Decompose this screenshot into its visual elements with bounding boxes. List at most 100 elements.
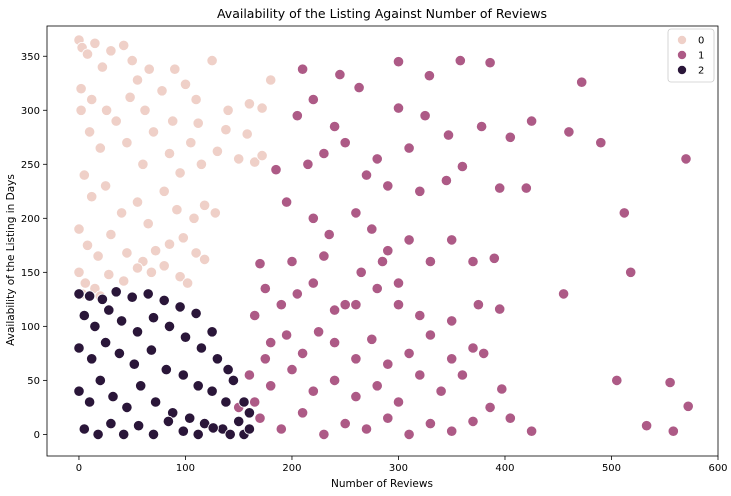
- point-cluster-1: [488, 252, 500, 264]
- x-tick-label: 600: [708, 463, 727, 474]
- point-cluster-1: [403, 428, 415, 440]
- point-cluster-2: [195, 342, 207, 354]
- point-cluster-2: [192, 380, 204, 392]
- point-cluster-2: [84, 396, 96, 408]
- point-cluster-2: [89, 320, 101, 332]
- point-cluster-2: [105, 417, 117, 430]
- point-cluster-0: [171, 204, 183, 216]
- point-cluster-1: [243, 369, 255, 381]
- point-cluster-0: [163, 238, 176, 250]
- point-cluster-1: [350, 390, 362, 403]
- point-cluster-1: [270, 164, 282, 176]
- point-cluster-1: [371, 153, 383, 165]
- point-cluster-0: [105, 45, 117, 57]
- x-tick-label: 300: [389, 463, 408, 474]
- point-cluster-0: [206, 54, 218, 67]
- point-cluster-1: [414, 369, 426, 381]
- point-cluster-2: [150, 396, 162, 408]
- point-cluster-1: [392, 299, 405, 311]
- point-cluster-1: [442, 129, 455, 141]
- point-cluster-0: [209, 207, 221, 219]
- point-cluster-2: [162, 415, 174, 427]
- point-cluster-0: [73, 266, 85, 278]
- point-cluster-1: [595, 137, 607, 149]
- point-cluster-1: [392, 102, 405, 114]
- point-cluster-1: [307, 385, 319, 397]
- point-cluster-0: [241, 128, 253, 140]
- point-cluster-1: [467, 415, 479, 427]
- point-cluster-1: [403, 142, 415, 154]
- point-cluster-0: [143, 63, 155, 75]
- point-cluster-1: [366, 333, 378, 345]
- point-cluster-2: [192, 428, 204, 440]
- y-tick-label: 150: [21, 268, 40, 279]
- y-tick-label: 300: [21, 106, 40, 117]
- point-cluster-1: [667, 425, 679, 437]
- point-cluster-0: [222, 104, 234, 116]
- point-cluster-1: [280, 329, 293, 341]
- x-tick-label: 500: [602, 463, 621, 474]
- point-cluster-0: [156, 85, 168, 97]
- point-cluster-2: [177, 425, 189, 437]
- point-cluster-1: [484, 401, 496, 413]
- point-cluster-0: [150, 245, 162, 257]
- point-cluster-0: [81, 48, 94, 60]
- point-cluster-0: [256, 102, 268, 114]
- point-cluster-1: [454, 54, 466, 67]
- point-cluster-1: [664, 376, 676, 389]
- point-cluster-1: [307, 93, 319, 106]
- point-cluster-1: [424, 417, 436, 430]
- legend-marker-0: [677, 35, 687, 45]
- point-cluster-0: [103, 268, 115, 281]
- point-cluster-1: [611, 374, 623, 386]
- point-cluster-1: [576, 76, 588, 88]
- point-cluster-0: [124, 91, 136, 103]
- point-cluster-1: [504, 412, 516, 424]
- point-cluster-0: [243, 98, 255, 110]
- y-tick-label: 350: [21, 52, 40, 63]
- point-cluster-1: [291, 110, 303, 122]
- point-cluster-2: [190, 307, 202, 319]
- point-cluster-0: [265, 74, 277, 86]
- point-cluster-0: [92, 250, 104, 262]
- point-cluster-0: [75, 83, 87, 95]
- point-cluster-1: [265, 380, 277, 392]
- point-cluster-1: [350, 207, 362, 219]
- point-cluster-0: [167, 115, 179, 127]
- point-cluster-0: [118, 39, 130, 52]
- point-cluster-2: [131, 326, 144, 338]
- point-cluster-2: [238, 396, 250, 408]
- point-cluster-2: [73, 342, 85, 354]
- point-cluster-1: [328, 120, 341, 133]
- point-cluster-1: [318, 147, 330, 160]
- point-cluster-1: [249, 309, 261, 322]
- point-cluster-1: [403, 347, 415, 359]
- x-tick-label: 400: [495, 463, 514, 474]
- point-cluster-0: [121, 247, 133, 259]
- point-cluster-2: [207, 422, 219, 434]
- data-points: [73, 34, 694, 440]
- point-cluster-2: [86, 353, 98, 365]
- point-cluster-0: [131, 74, 144, 86]
- point-cluster-0: [89, 282, 101, 295]
- point-cluster-0: [182, 277, 194, 289]
- point-cluster-0: [179, 78, 192, 90]
- point-cluster-0: [96, 61, 109, 73]
- point-cluster-0: [169, 63, 181, 75]
- point-cluster-0: [174, 271, 186, 283]
- y-tick-label: 250: [21, 160, 40, 171]
- point-cluster-1: [525, 425, 538, 437]
- point-cluster-2: [179, 331, 192, 343]
- legend-marker-1: [677, 50, 687, 60]
- point-cluster-2: [243, 423, 255, 435]
- point-cluster-1: [625, 266, 637, 278]
- point-cluster-1: [446, 425, 458, 437]
- point-cluster-0: [78, 169, 90, 181]
- y-axis-label: Availability of the Listing in Days: [5, 174, 17, 346]
- point-cluster-1: [259, 353, 271, 365]
- point-cluster-0: [101, 104, 113, 116]
- point-cluster-1: [350, 299, 362, 311]
- point-cluster-1: [280, 196, 293, 208]
- point-cluster-1: [472, 299, 484, 311]
